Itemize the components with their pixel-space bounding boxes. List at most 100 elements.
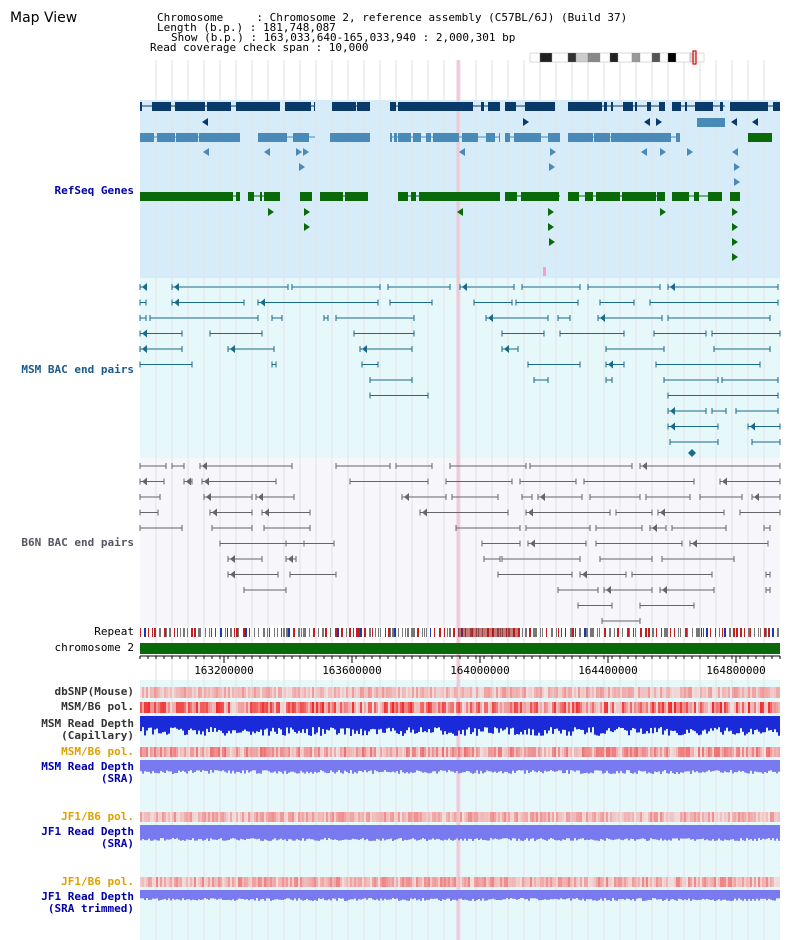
read-depth-bin [568, 890, 570, 899]
polymorphism-bin [460, 702, 462, 713]
polymorphism-bin [624, 812, 626, 822]
polymorphism-bin [666, 687, 668, 698]
polymorphism-bin [444, 877, 446, 887]
read-depth-bin [552, 890, 554, 900]
track-label-chromosome[interactable]: chromosome 2 [54, 641, 134, 654]
polymorphism-bin [506, 877, 508, 887]
polymorphism-bin [234, 877, 236, 887]
polymorphism-bin [220, 687, 222, 698]
polymorphism-bin [208, 747, 210, 757]
polymorphism-bin [750, 702, 752, 713]
track-label-b6n-bac[interactable]: B6N BAC end pairs [21, 536, 134, 549]
track-label-dbsnp[interactable]: dbSNP(Mouse) [54, 685, 134, 698]
track-label-msm-depth-cap[interactable]: MSM Read Depth [41, 717, 134, 730]
read-depth-bin [366, 716, 368, 736]
polymorphism-bin [332, 747, 334, 757]
polymorphism-bin [364, 812, 366, 822]
gene-exon [476, 192, 490, 201]
read-depth-bin [294, 760, 296, 773]
gene-arrow [644, 118, 650, 126]
read-depth-bin [704, 760, 706, 773]
gene-exon [180, 192, 189, 201]
read-depth-bin [748, 825, 750, 840]
polymorphism-bin [328, 812, 330, 822]
track-label-msm-depth-sra[interactable]: MSM Read Depth [41, 760, 134, 773]
read-depth-bin [326, 825, 328, 841]
polymorphism-bin [446, 702, 448, 713]
read-depth-bin [712, 716, 714, 731]
read-depth-bin [464, 716, 466, 736]
polymorphism-bin [610, 702, 612, 713]
read-depth-bin [232, 716, 234, 731]
read-depth-bin [168, 825, 170, 840]
polymorphism-bin [640, 687, 642, 698]
polymorphism-bin [466, 877, 468, 887]
read-depth-bin [530, 760, 532, 772]
polymorphism-bin [248, 812, 250, 822]
polymorphism-bin [462, 877, 464, 887]
polymorphism-bin [468, 687, 470, 698]
polymorphism-bin [362, 812, 364, 822]
polymorphism-bin [292, 702, 294, 713]
track-label-msm-pol[interactable]: MSM/B6 pol. [61, 700, 134, 713]
read-depth-bin [260, 760, 262, 774]
track-label-jf1-depth[interactable]: JF1 Read Depth [41, 825, 134, 838]
read-depth-bin [680, 825, 682, 839]
polymorphism-bin [336, 702, 338, 713]
read-depth-bin [752, 716, 754, 735]
polymorphism-bin [444, 747, 446, 757]
read-depth-bin [752, 890, 754, 899]
track-label-msm-bac[interactable]: MSM BAC end pairs [21, 363, 134, 376]
read-depth-bin [494, 716, 496, 728]
polymorphism-bin [546, 702, 548, 713]
polymorphism-bin [230, 747, 232, 757]
read-depth-bin [508, 890, 510, 900]
gene-exon [275, 133, 281, 142]
read-depth-bin [586, 716, 588, 733]
gene-exon [235, 133, 240, 142]
polymorphism-bin [326, 877, 328, 887]
polymorphism-bin [730, 687, 732, 698]
track-label-jf1-trim[interactable]: JF1 Read Depth [41, 890, 134, 903]
read-depth-bin [390, 890, 392, 900]
polymorphism-bin [148, 747, 150, 757]
polymorphism-bin [268, 877, 270, 887]
read-depth-bin [294, 716, 296, 732]
polymorphism-bin [674, 747, 676, 757]
polymorphism-bin [604, 747, 606, 757]
gene-arrow [203, 148, 209, 156]
read-depth-bin [292, 760, 294, 772]
repeat-element [353, 628, 354, 637]
read-depth-bin [400, 825, 402, 839]
read-depth-bin [736, 760, 738, 773]
polymorphism-bin [502, 877, 504, 887]
track-label-msm-pol-2[interactable]: MSM/B6 pol. [61, 745, 134, 758]
polymorphism-bin [726, 747, 728, 757]
polymorphism-bin [706, 702, 708, 713]
polymorphism-bin [282, 747, 284, 757]
polymorphism-bin [324, 812, 326, 822]
polymorphism-bin [590, 702, 592, 713]
polymorphism-bin [734, 877, 736, 887]
track-label-jf1-pol[interactable]: JF1/B6 pol. [61, 810, 134, 823]
track-label-refseq[interactable]: RefSeq Genes [54, 184, 134, 197]
repeat-element [283, 628, 285, 637]
gene-exon [150, 192, 154, 201]
polymorphism-bin [412, 702, 414, 713]
repeat-element [335, 628, 337, 637]
polymorphism-bin [578, 877, 580, 887]
polymorphism-bin [646, 812, 648, 822]
polymorphism-bin [578, 702, 580, 713]
polymorphism-bin [498, 812, 500, 822]
polymorphism-bin [210, 877, 212, 887]
polymorphism-bin [312, 702, 314, 713]
read-depth-bin [720, 716, 722, 733]
read-depth-bin [278, 716, 280, 729]
polymorphism-bin [612, 877, 614, 887]
track-label-jf1-pol-2[interactable]: JF1/B6 pol. [61, 875, 134, 888]
read-depth-bin [630, 825, 632, 839]
track-label-repeat[interactable]: Repeat [94, 625, 134, 638]
gene-exon [763, 102, 768, 111]
read-depth-bin [604, 716, 606, 734]
